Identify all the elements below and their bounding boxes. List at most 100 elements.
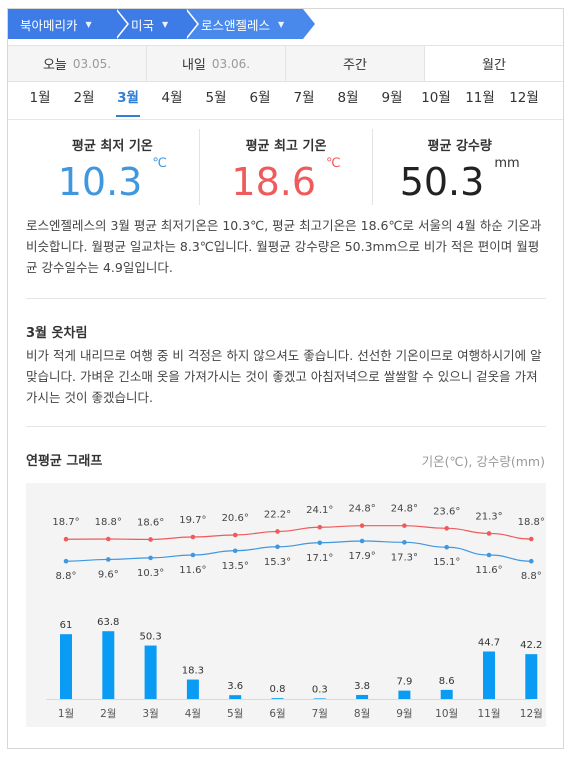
tab-monthly-label: 월간 bbox=[482, 58, 506, 73]
month-tab-11[interactable]: 11월 bbox=[465, 90, 495, 106]
rain-label-7: 0.3 bbox=[312, 684, 328, 695]
min-temp-label-7: 17.1° bbox=[306, 553, 333, 564]
max-temp-label-9: 24.8° bbox=[391, 504, 418, 515]
month-tab-4[interactable]: 4월 bbox=[161, 90, 183, 106]
month-tab-2[interactable]: 2월 bbox=[73, 90, 95, 106]
max-temp-label-1: 18.7° bbox=[52, 517, 79, 528]
annual-chart: 18.7° 8.8° 61 1월 18.8° 9.6° 63.8 2월 18.6° 10.3° 50… bbox=[46, 504, 545, 720]
max-temp-label-7: 24.1° bbox=[306, 505, 333, 516]
tab-tomorrow[interactable]: 내일 03.06. bbox=[147, 46, 286, 81]
min-temp-label-1: 8.8° bbox=[56, 571, 77, 582]
month-axis-label-12: 12월 bbox=[520, 708, 543, 720]
min-temp-point-4 bbox=[190, 552, 196, 558]
month-tab-3[interactable]: 3월 bbox=[106, 83, 150, 119]
stat-min-value: 10.3 bbox=[57, 160, 143, 204]
max-temp-label-5: 20.6° bbox=[222, 513, 249, 524]
min-temp-point-7 bbox=[317, 540, 323, 546]
tab-today-label: 오늘 bbox=[42, 58, 67, 73]
tab-monthly[interactable]: 월간 bbox=[425, 46, 563, 81]
rain-label-9: 7.9 bbox=[396, 677, 412, 688]
graph-title: 연평균 그래프 bbox=[26, 454, 103, 469]
max-temp-label-10: 23.6° bbox=[433, 506, 460, 517]
min-temp-point-1 bbox=[63, 558, 69, 564]
stat-max-temp: 평균 최고 기온 18.6 ℃ bbox=[198, 129, 373, 205]
max-temp-point-5 bbox=[232, 532, 238, 538]
rain-bar-6 bbox=[271, 698, 284, 699]
rain-label-12: 42.2 bbox=[520, 640, 542, 651]
min-temp-line bbox=[65, 540, 532, 562]
breadcrumb: 북아메리카 ▼ 미국 ▼ 로스앤젤레스 ▼ bbox=[8, 9, 317, 39]
rain-bar-5 bbox=[229, 695, 242, 699]
min-temp-point-8 bbox=[359, 538, 365, 544]
max-temp-line bbox=[65, 525, 532, 541]
max-temp-label-8: 24.8° bbox=[348, 504, 375, 515]
min-temp-label-3: 10.3° bbox=[137, 568, 164, 579]
max-temp-label-6: 22.2° bbox=[264, 509, 291, 520]
rain-bar-3 bbox=[144, 645, 157, 699]
month-axis-label-3: 3월 bbox=[142, 708, 158, 720]
max-temp-point-7 bbox=[317, 524, 323, 530]
graph-unit-label: 기온(℃), 강수량(mm) bbox=[421, 454, 545, 469]
min-temp-point-2 bbox=[106, 557, 111, 562]
rain-label-11: 44.7 bbox=[478, 638, 500, 649]
month-tab-9[interactable]: 9월 bbox=[381, 90, 403, 106]
breadcrumb-city-label: 로스앤젤레스 bbox=[201, 17, 271, 33]
min-temp-label-5: 13.5° bbox=[222, 561, 249, 572]
min-temp-point-5 bbox=[232, 548, 238, 554]
period-tabs: 오늘 03.05. 내일 03.06. 주간 월간 bbox=[8, 45, 563, 82]
month-tab-10[interactable]: 10월 bbox=[421, 90, 451, 106]
month-tab-6[interactable]: 6월 bbox=[249, 90, 271, 106]
rain-label-2: 63.8 bbox=[97, 617, 119, 628]
chevron-down-icon: ▼ bbox=[162, 19, 169, 29]
max-temp-point-12 bbox=[529, 536, 534, 542]
rain-label-8: 3.8 bbox=[354, 681, 370, 692]
rain-bar-11 bbox=[483, 651, 495, 699]
tab-tomorrow-date: 03.06. bbox=[211, 56, 251, 71]
tab-today[interactable]: 오늘 03.05. bbox=[8, 46, 147, 81]
breadcrumb-continent[interactable]: 북아메리카 ▼ bbox=[8, 9, 129, 39]
month-axis-label-5: 5월 bbox=[227, 708, 243, 720]
month-tab-12[interactable]: 12월 bbox=[509, 90, 539, 106]
month-tabs: 1월 2월 3월 4월 5월 6월 7월 8월 9월 10월 11월 12월 bbox=[18, 83, 558, 119]
stat-min-unit: ℃ bbox=[152, 156, 167, 171]
breadcrumb-city[interactable]: 로스앤젤레스 ▼ bbox=[185, 9, 317, 39]
month-tab-1[interactable]: 1월 bbox=[29, 90, 51, 106]
month-tab-7[interactable]: 7월 bbox=[293, 90, 315, 106]
stat-max-value: 18.6 bbox=[231, 160, 316, 204]
rain-bar-1 bbox=[60, 634, 72, 699]
tab-weekly-label: 주간 bbox=[343, 58, 367, 73]
month-axis-label-11: 11월 bbox=[477, 708, 500, 720]
min-temp-label-4: 11.6° bbox=[179, 565, 206, 576]
month-tab-5[interactable]: 5월 bbox=[205, 90, 227, 106]
max-temp-point-4 bbox=[190, 534, 196, 540]
min-temp-label-10: 15.1° bbox=[433, 557, 460, 568]
tab-weekly[interactable]: 주간 bbox=[286, 46, 425, 81]
month-description: 로스엔젤레스의 3월 평균 최저기온은 10.3℃, 평균 최고기온은 18.6… bbox=[26, 218, 542, 275]
min-temp-point-12 bbox=[529, 558, 534, 564]
max-temp-point-2 bbox=[106, 536, 111, 542]
rain-label-5: 3.6 bbox=[227, 681, 243, 692]
min-temp-label-8: 17.9° bbox=[348, 551, 375, 562]
month-tab-8[interactable]: 8월 bbox=[337, 90, 359, 106]
min-temp-label-12: 8.8° bbox=[521, 571, 542, 582]
min-temp-point-10 bbox=[444, 544, 450, 550]
max-temp-label-3: 18.6° bbox=[137, 517, 164, 528]
clothing-text: 비가 적게 내리므로 여행 중 비 걱정은 하지 않으셔도 좋습니다. 선선한 … bbox=[26, 348, 542, 405]
min-temp-label-11: 11.6° bbox=[475, 565, 502, 576]
max-temp-point-8 bbox=[359, 523, 365, 528]
stat-min-label: 평균 최저 기온 bbox=[71, 139, 153, 154]
weather-panel: 북아메리카 ▼ 미국 ▼ 로스앤젤레스 ▼ 오늘 03.05. 내일 03.06… bbox=[7, 8, 564, 749]
rain-bar-8 bbox=[356, 694, 369, 699]
chevron-down-icon: ▼ bbox=[278, 19, 285, 29]
max-temp-point-11 bbox=[486, 531, 492, 536]
breadcrumb-continent-label: 북아메리카 bbox=[20, 17, 78, 33]
divider bbox=[26, 298, 546, 299]
rain-label-1: 61 bbox=[60, 620, 73, 631]
min-temp-label-9: 17.3° bbox=[391, 552, 418, 563]
rain-label-10: 8.6 bbox=[439, 676, 455, 687]
rain-bar-9 bbox=[398, 690, 411, 699]
max-temp-point-6 bbox=[275, 529, 280, 534]
rain-bar-2 bbox=[102, 631, 115, 699]
annual-graph: 18.7° 8.8° 61 1월 18.8° 9.6° 63.8 2월 18.6° 10.3° 50… bbox=[26, 483, 546, 727]
max-temp-point-9 bbox=[402, 523, 407, 528]
